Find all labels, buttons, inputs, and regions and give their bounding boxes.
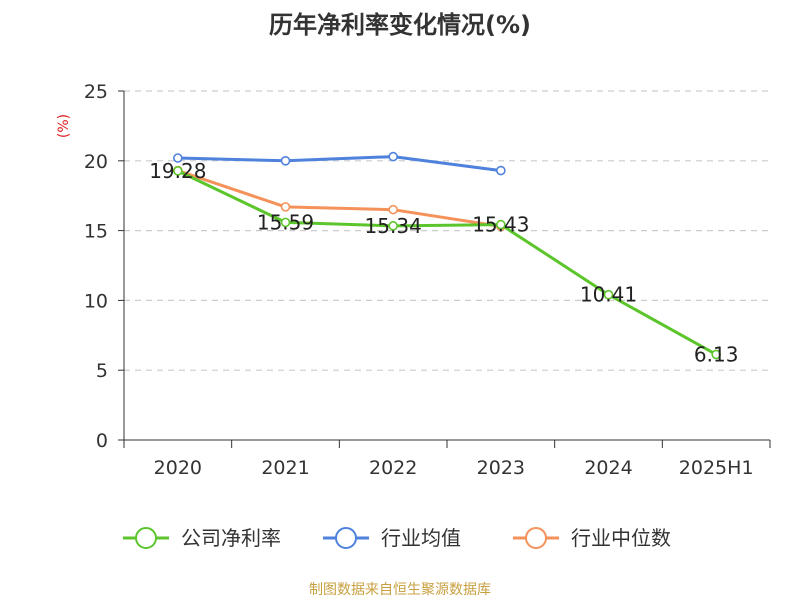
legend-label: 行业均值 bbox=[381, 526, 461, 550]
y-axis-unit-label: (%) bbox=[56, 114, 72, 138]
data-point bbox=[173, 153, 183, 163]
data-point bbox=[173, 166, 183, 176]
data-label: 15.34 bbox=[365, 214, 422, 238]
legend-label: 公司净利率 bbox=[181, 526, 281, 550]
series-line bbox=[177, 169, 717, 356]
data-point bbox=[388, 151, 398, 162]
data-label: 15.59 bbox=[257, 210, 314, 234]
data-point bbox=[603, 289, 614, 300]
legend-swatch-marker bbox=[135, 527, 157, 549]
data-point bbox=[388, 204, 398, 215]
y-tick-label: 25 bbox=[84, 81, 108, 103]
series-group bbox=[173, 166, 721, 360]
series-lines bbox=[173, 151, 721, 360]
data-label: 10.41 bbox=[580, 283, 637, 307]
y-tick-label: 5 bbox=[96, 360, 108, 382]
data-label: 15.43 bbox=[472, 213, 529, 237]
legend-swatch-marker bbox=[335, 527, 357, 549]
x-tick-label: 2021 bbox=[261, 457, 309, 479]
x-tick-label: 2025H1 bbox=[679, 457, 754, 479]
y-tick-label: 15 bbox=[84, 221, 108, 243]
legend-label: 行业中位数 bbox=[571, 526, 671, 550]
x-tick-label: 2024 bbox=[584, 457, 632, 479]
series-line bbox=[177, 169, 502, 228]
legend-swatch-marker bbox=[525, 527, 547, 549]
legend-item[interactable]: 行业中位数 bbox=[513, 526, 671, 550]
source-note: 制图数据来自恒生聚源数据库 bbox=[309, 582, 491, 598]
data-point bbox=[496, 165, 506, 176]
grid-lines bbox=[124, 90, 770, 371]
y-tick-label: 20 bbox=[84, 151, 108, 173]
data-point bbox=[388, 221, 398, 231]
x-tick-label: 2023 bbox=[477, 457, 525, 479]
y-tick-label: 0 bbox=[96, 430, 108, 452]
data-point bbox=[280, 202, 291, 212]
axes: 0 5 10 15 20 25 2020 2021 2022 2023 2024 2025H1 bbox=[84, 81, 771, 479]
series-line bbox=[177, 155, 501, 173]
data-point bbox=[711, 349, 721, 360]
data-label: 19.28 bbox=[149, 159, 206, 183]
x-tick-label: 2022 bbox=[369, 457, 417, 479]
data-point bbox=[280, 156, 291, 166]
series-group bbox=[173, 165, 506, 232]
series-group bbox=[173, 151, 506, 176]
data-label: 6.13 bbox=[694, 342, 739, 366]
legend[interactable]: 公司净利率 行业均值 行业中位数 bbox=[123, 526, 671, 550]
data-labels: 19.28 15.59 15.34 15.43 10.41 6.13 bbox=[149, 159, 738, 367]
data-point bbox=[496, 219, 506, 230]
chart-title: 历年净利率变化情况(%) bbox=[269, 11, 531, 39]
legend-item[interactable]: 行业均值 bbox=[323, 526, 461, 550]
x-tick-label: 2020 bbox=[154, 457, 202, 479]
data-point bbox=[280, 217, 291, 228]
legend-item[interactable]: 公司净利率 bbox=[123, 526, 281, 550]
y-tick-label: 10 bbox=[84, 290, 108, 312]
